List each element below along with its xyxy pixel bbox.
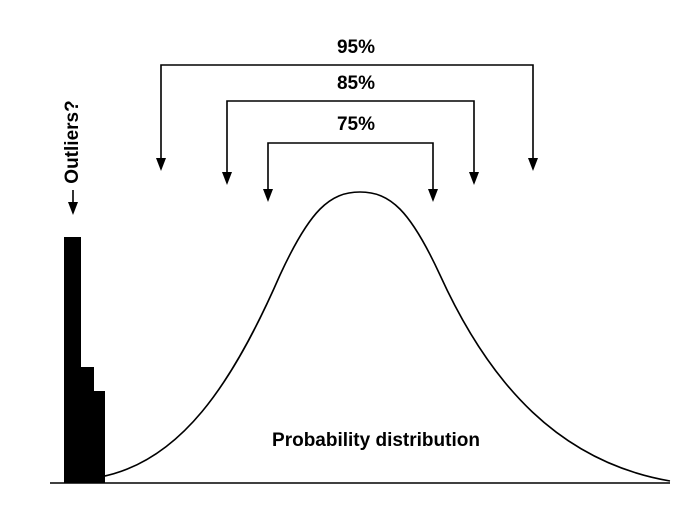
arrowhead [222,172,232,185]
arrowhead [156,158,166,171]
distribution-label: Probability distribution [272,430,480,451]
outliers-label: Outliers? [62,100,83,183]
arrowhead [68,202,78,215]
bracket-75 [267,142,434,199]
arrowhead [469,172,479,185]
bracket-85 [226,100,475,182]
outlier-bar [80,367,94,483]
interval-label: 75% [337,114,375,135]
outlier-bar [64,237,81,483]
arrowhead [263,189,273,202]
interval-label: 85% [337,73,375,94]
arrowhead [428,189,438,202]
bracket-95 [160,64,534,168]
arrowhead [528,158,538,171]
interval-label: 95% [337,37,375,58]
outlier-bar [93,391,105,483]
distribution-curve [99,191,671,482]
